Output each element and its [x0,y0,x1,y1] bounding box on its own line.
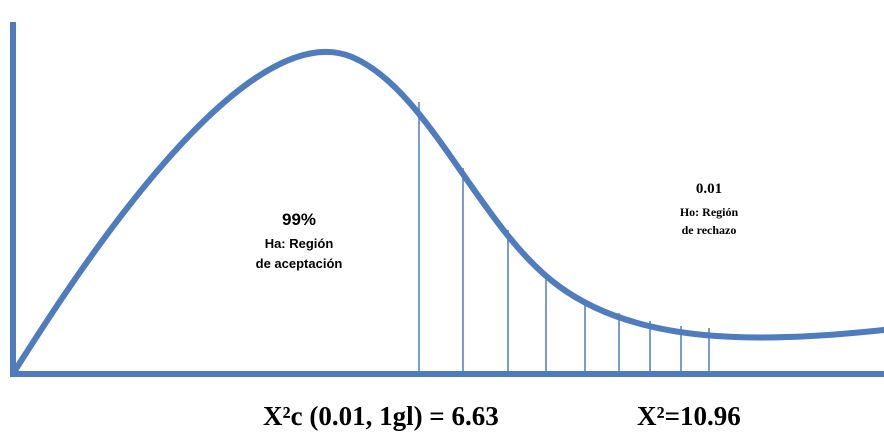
hatch-lines [418,102,710,372]
acceptance-percent: 99% [282,210,316,229]
acceptance-label-line2: de aceptación [256,256,343,271]
rejection-label-line2: de rechazo [682,223,737,237]
critical-value-label: X²c (0.01, 1gl) = 6.63 [263,401,499,431]
rejection-label-line1: Ho: Región [680,205,739,219]
calculated-value-label: X²=10.96 [637,401,741,431]
acceptance-label-line1: Ha: Región [265,236,334,251]
distribution-curve [11,48,884,375]
rejection-alpha: 0.01 [696,181,722,197]
